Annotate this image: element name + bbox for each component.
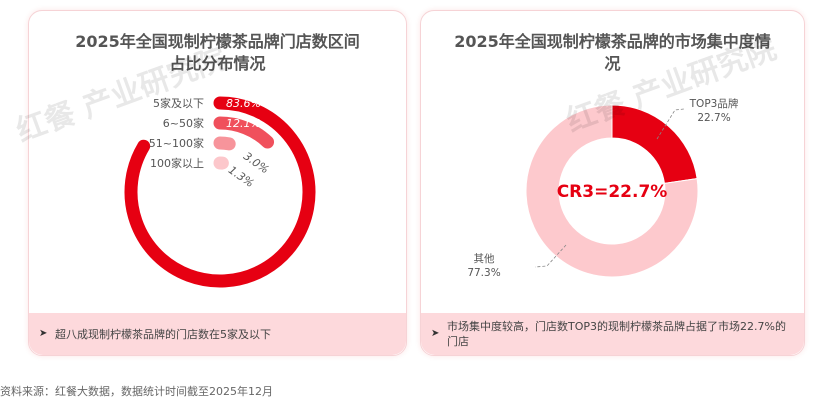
category-label: 100家以上 [150, 156, 204, 170]
center-label: CR3=22.7% [557, 182, 668, 202]
chart-title: 2025年全国现制柠檬茶品牌的市场集中度情况 [454, 32, 771, 73]
value-label: 12.1% [226, 117, 261, 130]
leader-line [656, 108, 685, 140]
arrow-icon: ➤ [431, 328, 440, 339]
category-label: 5家及以下 [153, 96, 204, 110]
value-label: 83.6% [226, 97, 261, 110]
slice-label: TOP3品牌 [689, 97, 739, 110]
donut-slice [525, 104, 699, 278]
donut-slice [611, 104, 698, 184]
slice-label: 22.7% [697, 112, 730, 124]
radial-bar [124, 96, 316, 288]
insight-note: ➤ 市场集中度较高，门店数TOP3的现制柠檬茶品牌占据了市场22.7%的门店 [421, 313, 804, 355]
concentration-card: 2025年全国现制柠檬茶品牌的市场集中度情况 ➤ 市场集中度较高，门店数TOP3的… [420, 10, 805, 356]
category-label: 6~50家 [163, 116, 204, 130]
insight-note: ➤ 超八成现制柠檬茶品牌的门店数在5家及以下 [29, 313, 406, 355]
slice-label: 其他 [474, 252, 495, 265]
store-distribution-card: 2025年全国现制柠檬茶品牌门店数区间占比分布情况 ➤ 超八成现制柠檬茶品牌的门店… [28, 10, 407, 356]
category-label: 51~100家 [149, 136, 204, 150]
source-note: 资料来源：红餐大数据，数据统计时间截至2025年12月 [0, 385, 273, 398]
radial-bar [213, 116, 275, 149]
slice-label: 77.3% [467, 267, 500, 279]
chart-title: 2025年全国现制柠檬茶品牌门店数区间占比分布情况 [75, 32, 360, 73]
arrow-icon: ➤ [39, 328, 48, 339]
radial-bar [213, 136, 236, 151]
leader-line [534, 244, 567, 268]
